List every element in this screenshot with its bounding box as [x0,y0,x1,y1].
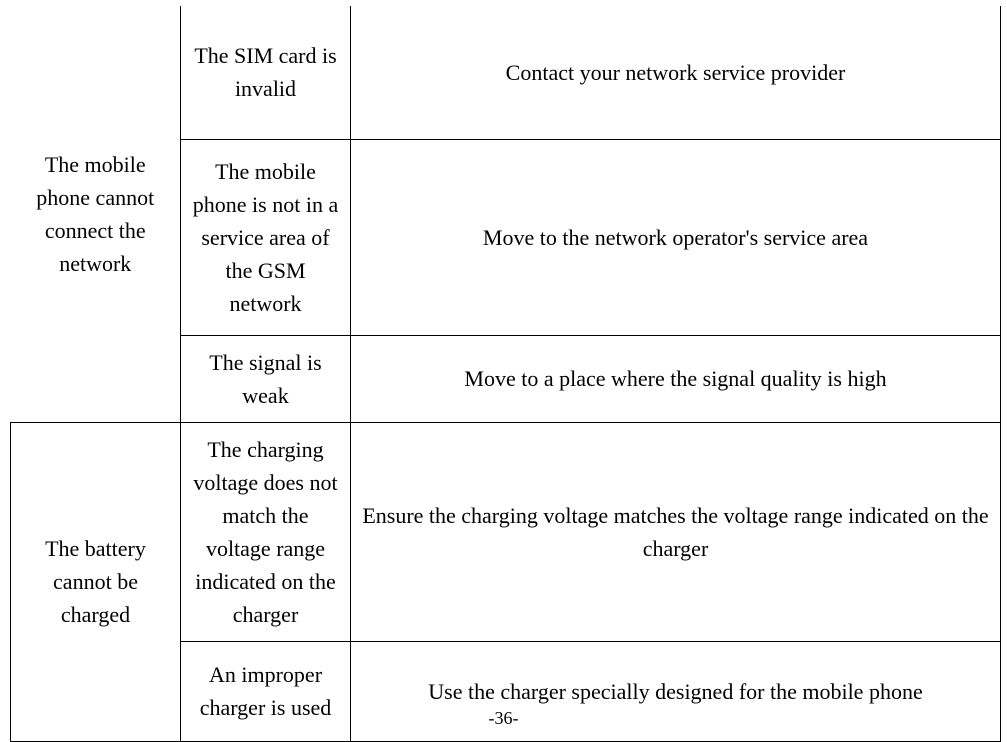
cause-cell: The mobile phone is not in a service are… [181,139,351,335]
table-row: The battery cannot be charged The chargi… [11,422,1001,641]
page: The mobile phone cannot connect the netw… [0,0,1007,741]
solution-cell: Move to the network operator's service a… [351,139,1001,335]
solution-cell: Ensure the charging voltage matches the … [351,422,1001,641]
cause-cell: The charging voltage does not match the … [181,422,351,641]
page-number: -36- [0,708,1007,729]
solution-cell: Move to a place where the signal quality… [351,335,1001,422]
problem-cell: The battery cannot be charged [11,422,181,741]
cause-cell: The signal is weak [181,335,351,422]
cause-cell: The SIM card is invalid [181,6,351,139]
troubleshooting-table: The mobile phone cannot connect the netw… [10,6,1001,742]
table-row: The mobile phone cannot connect the netw… [11,6,1001,139]
problem-cell: The mobile phone cannot connect the netw… [11,6,181,422]
solution-cell: Contact your network service provider [351,6,1001,139]
table-body: The mobile phone cannot connect the netw… [11,6,1001,741]
